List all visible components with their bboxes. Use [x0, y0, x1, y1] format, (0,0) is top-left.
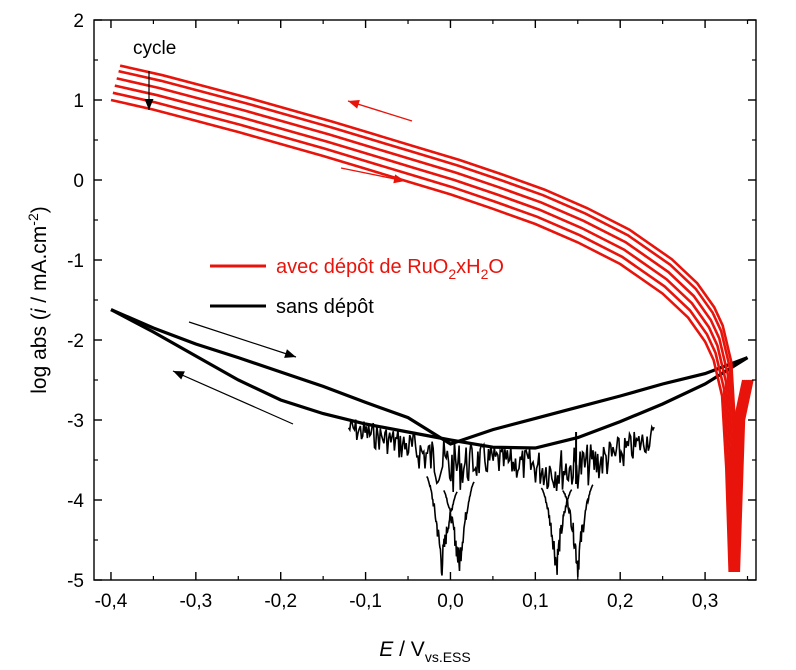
y-tick-label: 1	[73, 91, 84, 112]
y-tick-label: -5	[67, 571, 84, 592]
plot-area	[110, 64, 754, 578]
series-black-branch-b	[110, 308, 749, 450]
red-arrow-reverse-shaft	[347, 100, 413, 122]
series-black-noise	[347, 419, 655, 493]
x-axis-title: E / Vvs.ESS	[379, 638, 470, 665]
x-tick-label: -0,1	[349, 591, 382, 612]
x-tick-label: 0,1	[522, 591, 548, 612]
ticks-layer	[94, 19, 756, 581]
x-tick-label: 0,3	[692, 591, 718, 612]
series-red-cycle	[112, 91, 747, 573]
tick-labels-layer: -0,4 -0,3 -0,2 -0,1 0,0 0,1 0,2 0,3 -5 -4 -3 -2 -1 0 1…	[67, 11, 718, 612]
black-arrow-reverse-head	[173, 371, 185, 380]
y-tick-label: -2	[67, 331, 84, 352]
series-red-cycle	[110, 98, 745, 573]
y-tick-label: -3	[67, 411, 84, 432]
red-arrow-forward-head	[393, 174, 405, 184]
series-layer	[110, 64, 754, 578]
red-arrow-reverse-head	[348, 99, 360, 109]
legend: avec dépôt de RuO2xH2O sans dépôt	[210, 256, 504, 318]
black-arrow-reverse-shaft	[172, 370, 294, 425]
y-tick-label: -1	[67, 251, 84, 272]
x-tick-label: 0,0	[437, 591, 463, 612]
series-black-dip	[443, 481, 475, 572]
x-tick-label: -0,4	[95, 591, 128, 612]
series-red-cycle	[114, 84, 749, 573]
series-red-cycle	[118, 69, 753, 573]
legend-label-red: avec dépôt de RuO2xH2O	[276, 256, 504, 282]
y-tick-label: 0	[73, 171, 84, 192]
x-tick-label: -0,2	[264, 591, 297, 612]
x-tick-label: 0,2	[607, 591, 633, 612]
black-arrow-forward-head	[284, 349, 296, 358]
series-black-dip	[426, 475, 458, 576]
series-red-cycle	[116, 77, 751, 573]
cycle-arrow-head	[144, 99, 154, 110]
cycle-annotation: cycle	[133, 38, 176, 59]
y-tick-label: 2	[73, 11, 84, 32]
y-tick-label: -4	[67, 491, 84, 512]
direction-arrows	[144, 71, 413, 425]
y-axis-title: log abs (i / mA.cm-2)	[25, 206, 51, 394]
legend-label-black: sans dépôt	[276, 296, 374, 318]
series-black-branch-a	[110, 308, 749, 446]
x-tick-label: -0,3	[179, 591, 212, 612]
series-red-cycle	[119, 64, 754, 573]
black-arrow-forward-shaft	[188, 321, 297, 358]
